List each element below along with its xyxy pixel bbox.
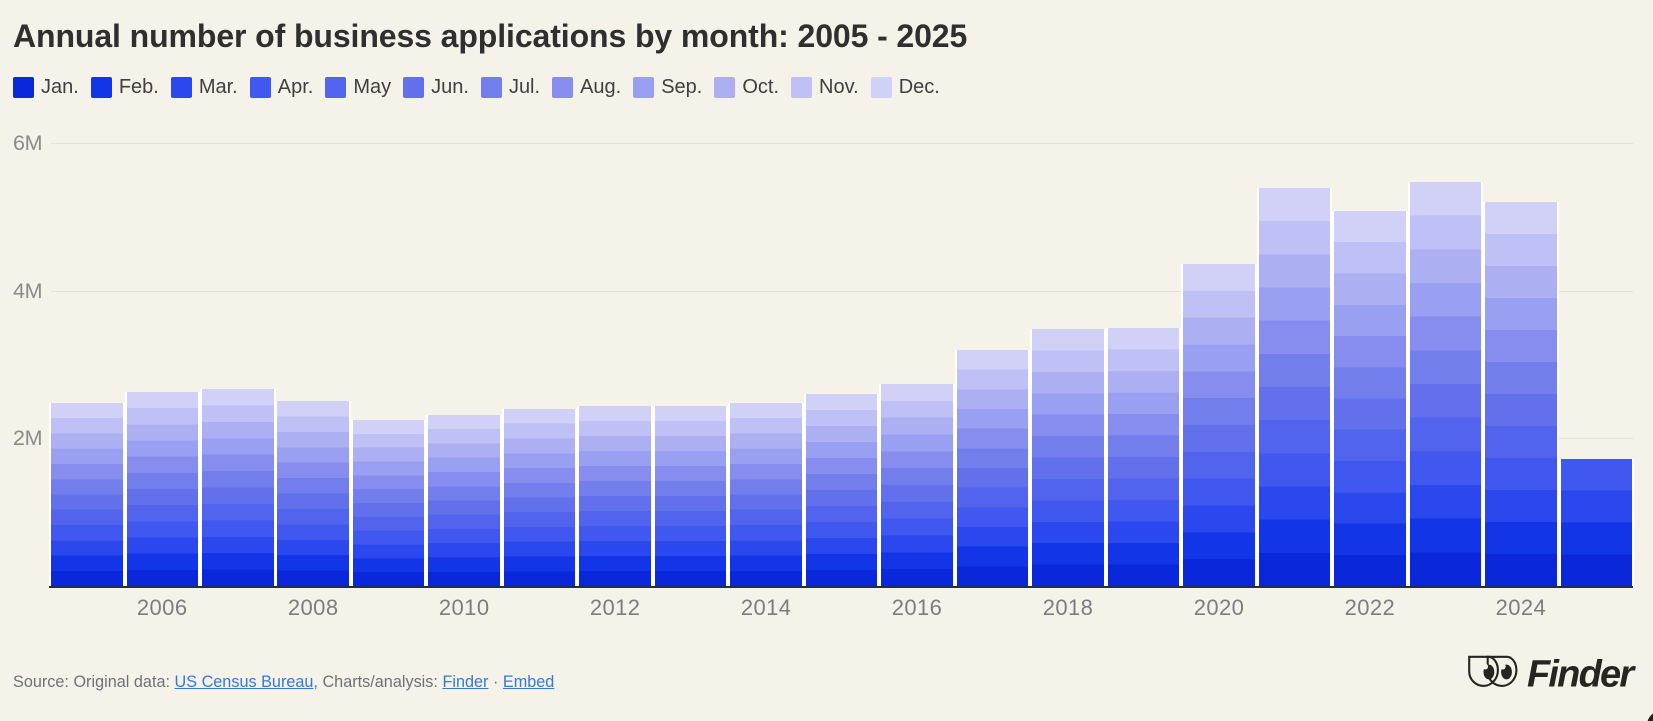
svg-text:Finder: Finder: [1527, 654, 1636, 690]
